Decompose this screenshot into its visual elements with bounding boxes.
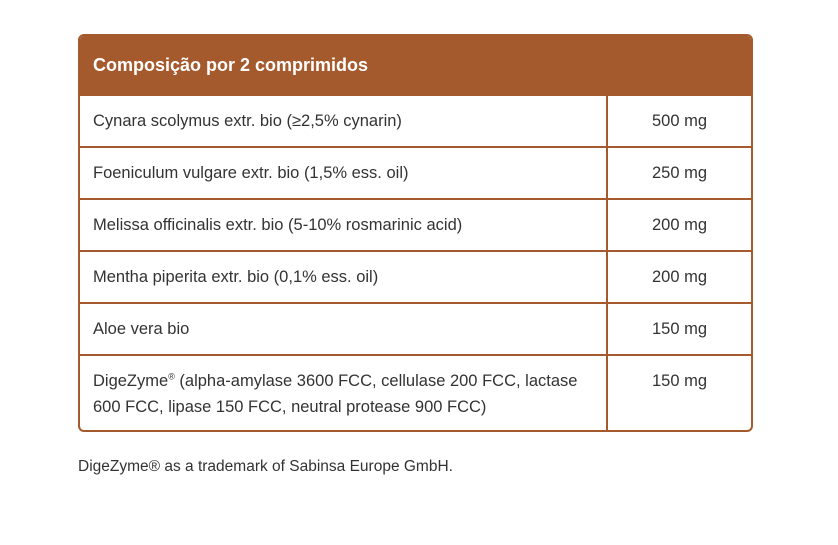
table-row: DigeZyme® (alpha-amylase 3600 FCC, cellu… — [80, 354, 751, 430]
ingredient-name: Mentha piperita extr. bio (0,1% ess. oil… — [80, 252, 608, 302]
table-header-title: Composição por 2 comprimidos — [93, 54, 369, 75]
table-header: Composição por 2 comprimidos — [80, 36, 751, 94]
table-row: Mentha piperita extr. bio (0,1% ess. oil… — [80, 250, 751, 302]
ingredient-quantity: 150 mg — [651, 320, 708, 338]
registered-mark: ® — [168, 371, 175, 382]
trademark-footnote: DigeZyme® as a trademark of Sabinsa Euro… — [78, 458, 453, 475]
ingredient-details: (alpha-amylase 3600 FCC, cellulase 200 F… — [93, 372, 578, 416]
ingredient-name-text: DigeZyme® (alpha-amylase 3600 FCC, cellu… — [93, 368, 593, 420]
ingredient-name: Cynara scolymus extr. bio (≥2,5% cynarin… — [80, 96, 608, 146]
table-row: Melissa officinalis extr. bio (5-10% ros… — [80, 198, 751, 250]
ingredient-quantity: 200 mg — [651, 216, 708, 234]
ingredient-quantity: 500 mg — [651, 112, 708, 130]
ingredient-name: Foeniculum vulgare extr. bio (1,5% ess. … — [80, 148, 608, 198]
ingredient-name: DigeZyme® (alpha-amylase 3600 FCC, cellu… — [80, 356, 608, 430]
ingredient-quantity: 250 mg — [651, 164, 708, 182]
ingredient-quantity: 200 mg — [651, 268, 708, 286]
table-row: Foeniculum vulgare extr. bio (1,5% ess. … — [80, 146, 751, 198]
ingredient-brand: DigeZyme — [93, 372, 169, 390]
table-row: Aloe vera bio 150 mg — [80, 302, 751, 354]
composition-table: Composição por 2 comprimidos Cynara scol… — [78, 34, 753, 432]
ingredient-name: Melissa officinalis extr. bio (5-10% ros… — [80, 200, 608, 250]
ingredient-quantity: 150 mg — [651, 372, 708, 390]
ingredient-name: Aloe vera bio — [80, 304, 608, 354]
table-row: Cynara scolymus extr. bio (≥2,5% cynarin… — [80, 94, 751, 146]
